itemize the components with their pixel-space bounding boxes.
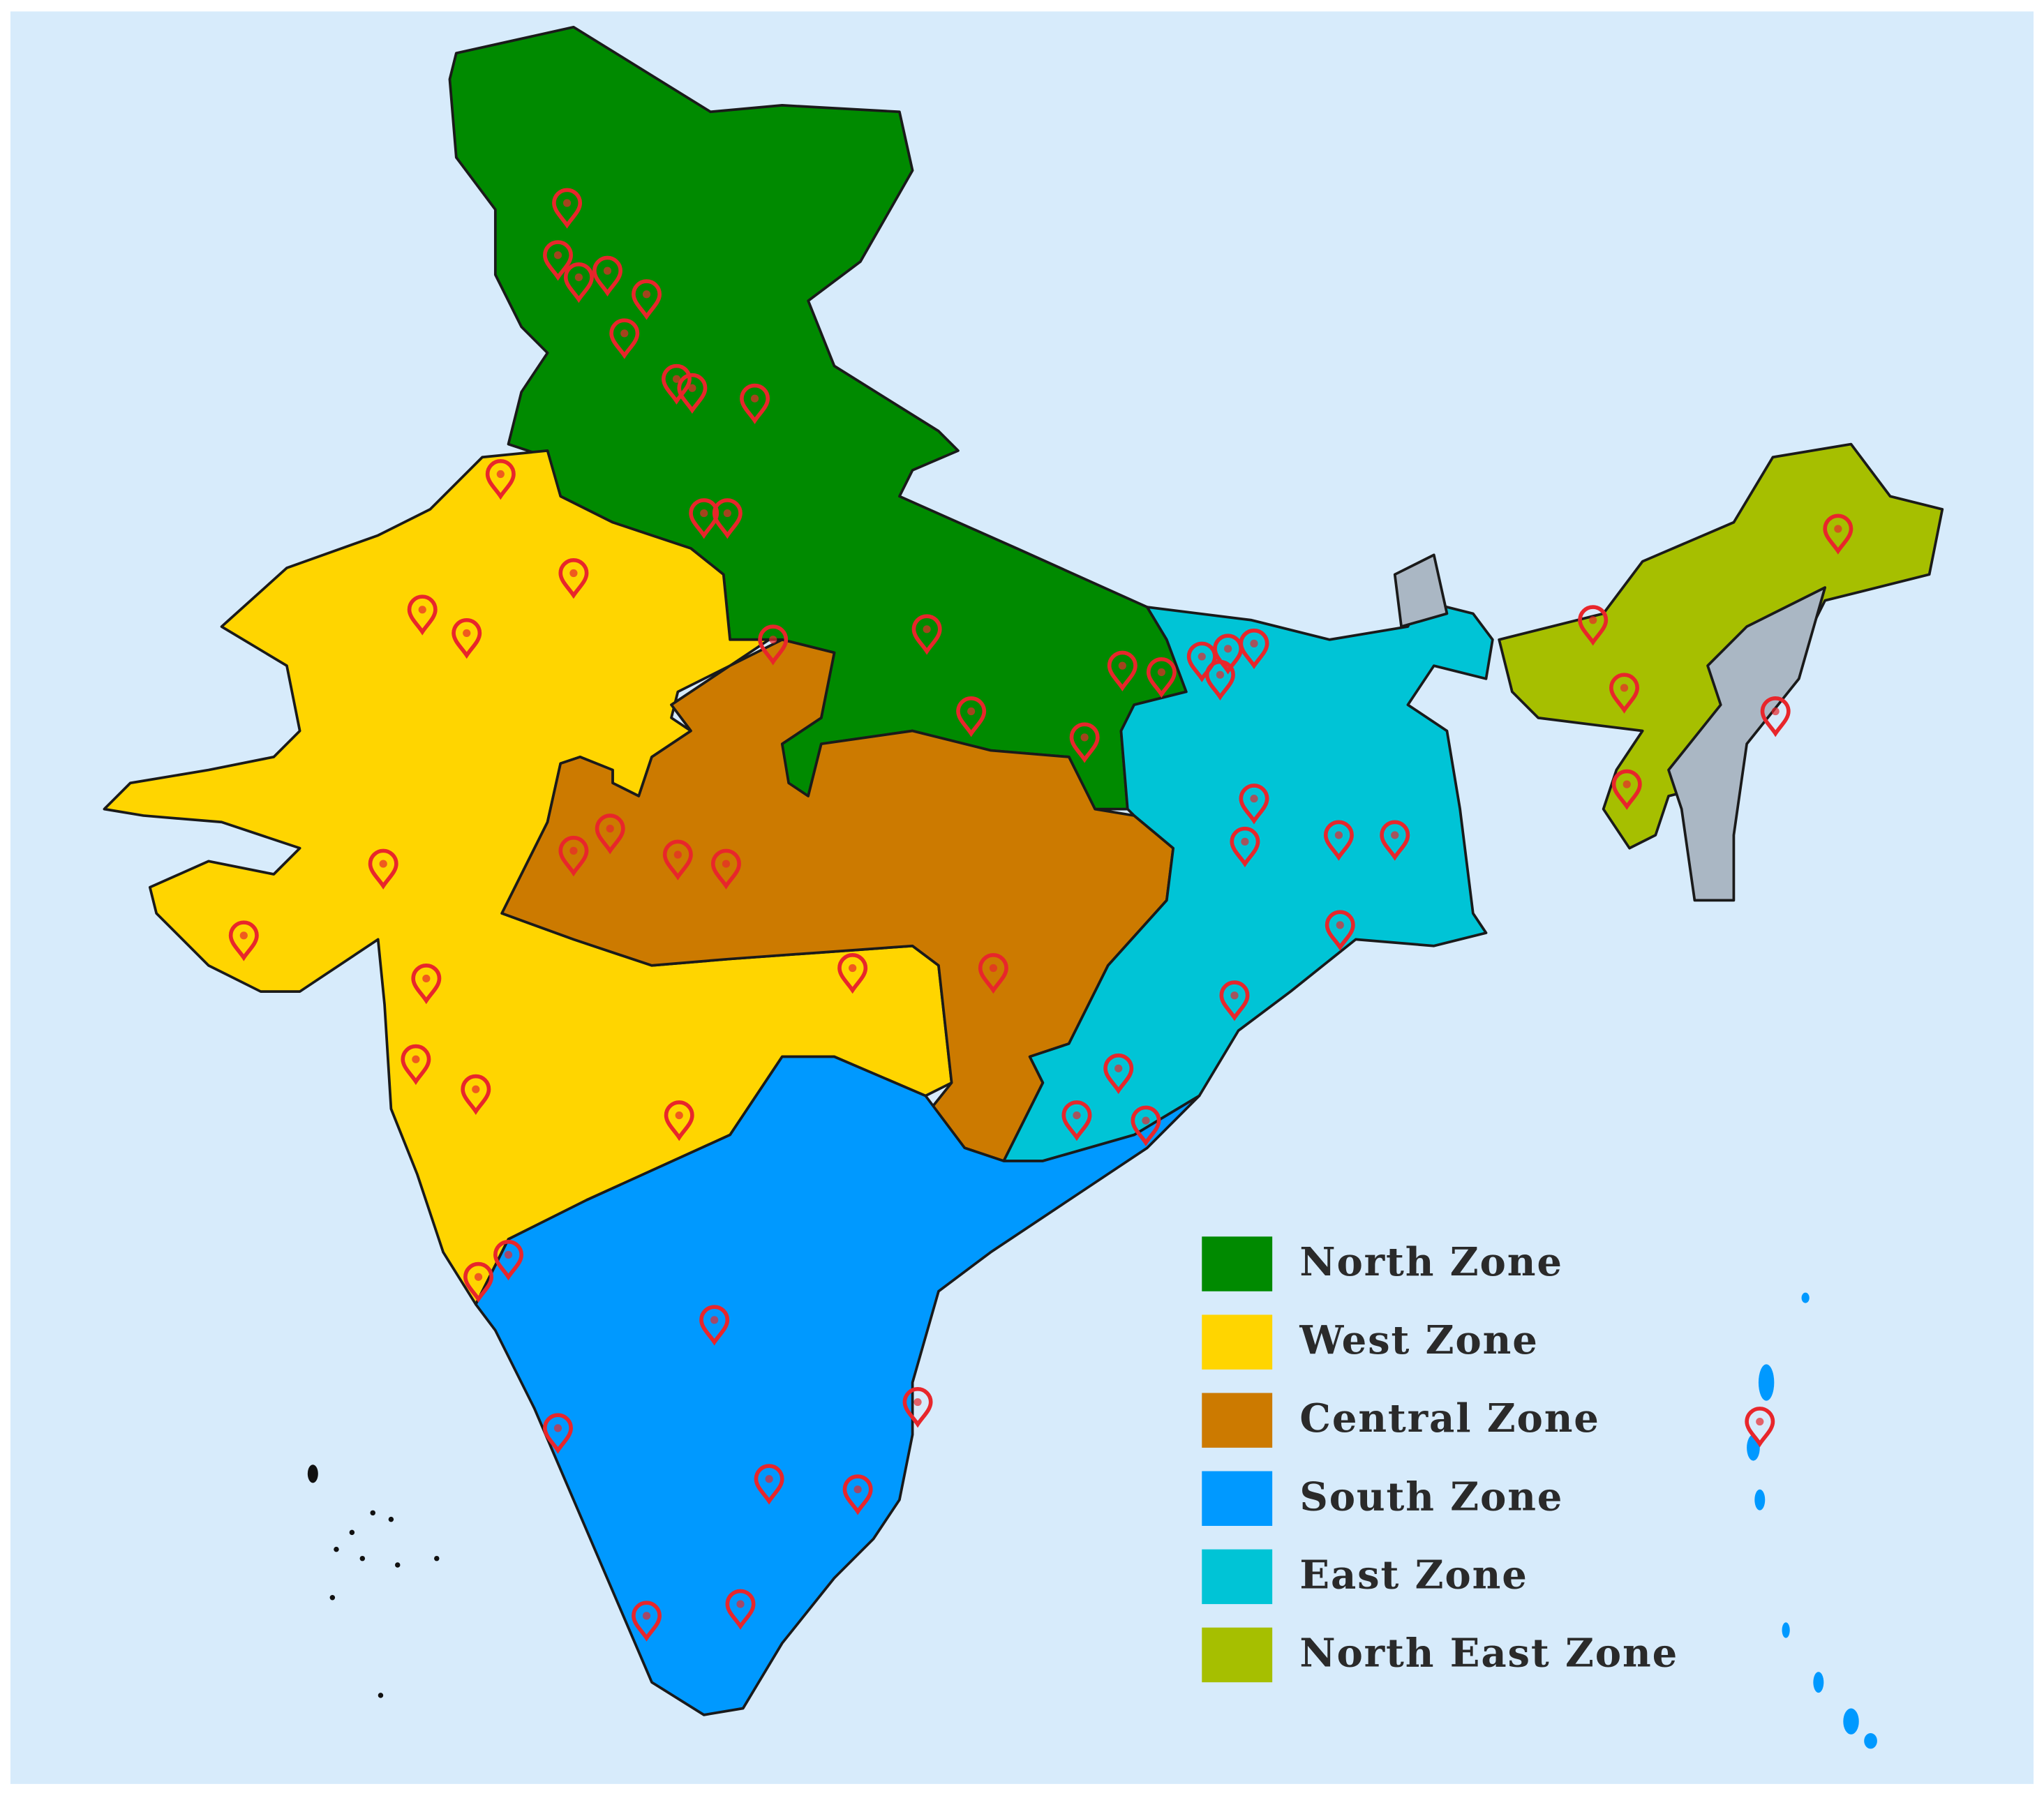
legend-label: East Zone [1299, 1552, 1528, 1598]
island [1782, 1622, 1790, 1638]
legend-label: West Zone [1299, 1317, 1538, 1363]
legend: North Zone West Zone Central Zone South Zon… [1202, 1236, 1678, 1683]
island [388, 1516, 394, 1522]
island [378, 1693, 384, 1698]
legend-label: South Zone [1299, 1474, 1563, 1520]
legend-label: North Zone [1299, 1239, 1562, 1285]
island [434, 1555, 440, 1561]
legend-swatch [1202, 1549, 1273, 1605]
legend-swatch [1202, 1314, 1273, 1370]
legend-swatch [1202, 1236, 1273, 1291]
island [394, 1562, 401, 1568]
island [1864, 1733, 1877, 1749]
south-zone [474, 1055, 1201, 1716]
island [1813, 1672, 1824, 1693]
island [334, 1546, 339, 1552]
island [329, 1595, 336, 1601]
island [370, 1510, 375, 1516]
island [1843, 1708, 1859, 1735]
legend-swatch [1202, 1627, 1273, 1683]
grey-region [1393, 553, 1449, 628]
island [359, 1555, 366, 1561]
legend-label: North East Zone [1299, 1630, 1678, 1676]
legend-label: Central Zone [1299, 1395, 1599, 1441]
east-zone [1002, 599, 1494, 1162]
legend-swatch [1202, 1471, 1273, 1527]
island [349, 1529, 355, 1536]
legend-swatch [1202, 1393, 1273, 1448]
island [1801, 1292, 1810, 1303]
island [1754, 1489, 1766, 1511]
grey-region [1667, 586, 1827, 902]
island [307, 1464, 318, 1483]
island [1758, 1364, 1775, 1401]
